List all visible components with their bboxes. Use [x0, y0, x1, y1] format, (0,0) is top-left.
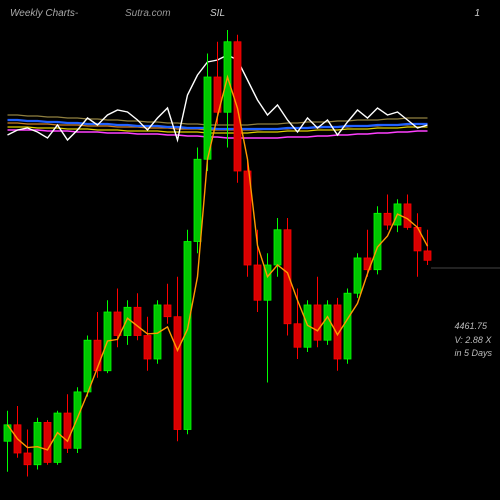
candlestick-chart [0, 0, 500, 500]
info-price: 4461.75 [454, 320, 492, 334]
info-period: in 5 Days [454, 347, 492, 361]
price-info-box: 4461.75 V: 2.88 X in 5 Days [454, 320, 492, 361]
info-volume: V: 2.88 X [454, 334, 492, 348]
